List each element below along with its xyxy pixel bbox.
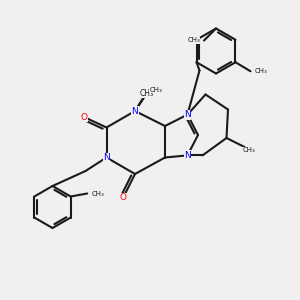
Text: CH₃: CH₃ bbox=[150, 87, 162, 93]
Text: CH₃: CH₃ bbox=[255, 68, 267, 74]
Text: N: N bbox=[132, 106, 138, 116]
Text: CH₃: CH₃ bbox=[187, 38, 200, 44]
Text: O: O bbox=[80, 112, 88, 122]
Text: O: O bbox=[119, 194, 127, 202]
Text: N: N bbox=[103, 153, 110, 162]
Text: CH₃: CH₃ bbox=[91, 190, 104, 196]
Text: N: N bbox=[184, 151, 191, 160]
Text: CH₃: CH₃ bbox=[140, 88, 154, 98]
Text: N: N bbox=[184, 110, 191, 119]
Text: CH₃: CH₃ bbox=[243, 147, 255, 153]
